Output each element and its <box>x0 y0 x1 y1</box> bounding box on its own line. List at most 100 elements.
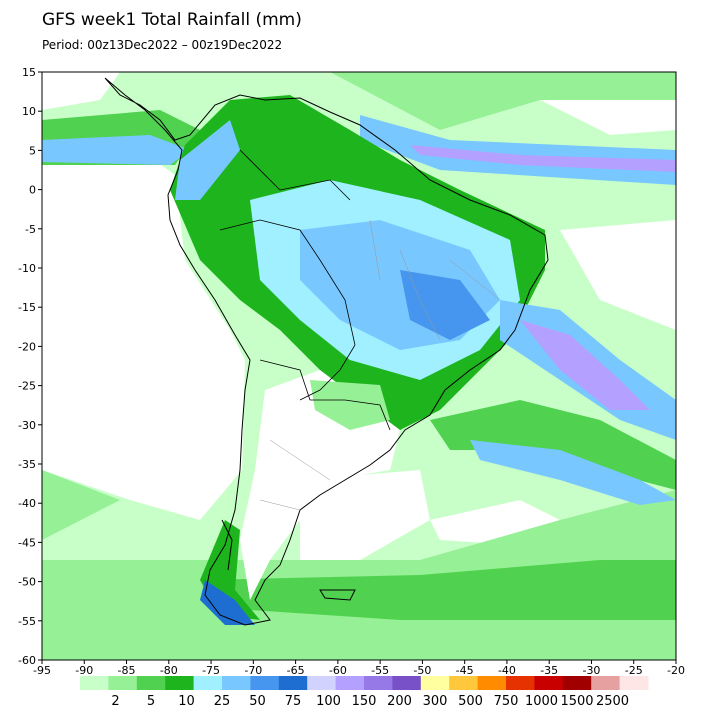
colorbar-swatch <box>591 676 621 690</box>
colorbar-swatch <box>619 676 649 690</box>
x-tick-label: -90 <box>75 664 93 677</box>
border-paraguay <box>310 399 391 431</box>
border-peru-brazil <box>219 219 356 346</box>
y-tick-label: -25 <box>18 380 36 393</box>
x-tick-label: -35 <box>540 664 558 677</box>
x-tick-label: -20 <box>667 664 685 677</box>
colorbar-swatch <box>477 676 507 690</box>
dry-north-atlantic <box>540 90 676 135</box>
colorbar-label: 1500 <box>560 694 593 709</box>
colorbar-swatch <box>278 676 308 690</box>
x-tick-label: -40 <box>498 664 516 677</box>
border-chile-bolivia <box>259 359 311 401</box>
dry-central-atlantic <box>560 220 676 330</box>
dry-pacific <box>42 150 245 520</box>
y-tick-label: 0 <box>29 184 36 197</box>
rainfall-field <box>42 72 676 660</box>
x-tick-label: -30 <box>582 664 600 677</box>
heavy-rain-core <box>400 270 490 340</box>
y-tick-label: 15 <box>22 66 36 79</box>
colorbar-label: 300 <box>423 694 448 709</box>
south-brazil-band <box>430 400 676 490</box>
x-tick-label: -45 <box>456 664 474 677</box>
y-axis: 15 10 5 0 -5 -10 -15 -20 -25 -30 -35 -40 -45 -50 -55 -6… <box>18 66 42 667</box>
paraguay-rain <box>310 380 390 430</box>
colorbar-swatch <box>108 676 138 690</box>
colombia-rain <box>175 120 240 200</box>
y-tick-label: -55 <box>18 615 36 628</box>
colorbar-swatch <box>335 676 365 690</box>
x-axis: -95 -90 -85 -80 -75 -70 -65 -60 -55 -50 -45 -40 -35 -… <box>33 660 685 677</box>
atlantic-front <box>470 440 676 505</box>
colorbar-swatch <box>392 676 422 690</box>
y-tick-label: -50 <box>18 576 36 589</box>
y-tick-label: 5 <box>29 144 36 157</box>
x-tick-label: -55 <box>371 664 389 677</box>
colorbar-swatch <box>165 676 195 690</box>
chile-inner-coast <box>221 519 233 571</box>
colorbar-label: 2500 <box>596 694 629 709</box>
colorbar-label: 10 <box>178 694 195 709</box>
colorbar-swatch <box>420 676 450 690</box>
colorbar-swatch <box>562 676 592 690</box>
x-tick-label: -70 <box>244 664 262 677</box>
colorbar: 2 5 10 25 50 75 100 150 200 300 500 750 1000 1500 2500 <box>80 676 649 709</box>
green-southern-band <box>200 560 676 620</box>
colorbar-label: 500 <box>458 694 483 709</box>
x-tick-label: -95 <box>33 664 51 677</box>
x-tick-label: -80 <box>160 664 178 677</box>
colorbar-swatch <box>250 676 280 690</box>
x-tick-label: -75 <box>202 664 220 677</box>
border-colombia <box>239 149 351 201</box>
colorbar-swatch <box>80 676 109 690</box>
x-tick-label: -25 <box>625 664 643 677</box>
colorbar-swatch <box>449 676 479 690</box>
x-tick-label: -60 <box>329 664 347 677</box>
colorbar-label: 2 <box>111 694 119 709</box>
colorbar-swatch <box>307 676 337 690</box>
y-tick-label: -40 <box>18 497 36 510</box>
colorbar-label: 150 <box>352 694 377 709</box>
colorbar-swatch <box>364 676 393 690</box>
itcz-pacific <box>42 135 190 165</box>
colorbar-label: 1000 <box>525 694 558 709</box>
x-tick-label: -85 <box>118 664 136 677</box>
y-tick-label: -10 <box>18 262 36 275</box>
dry-nw-corner <box>42 72 120 110</box>
coastlines <box>104 77 549 626</box>
map-title: GFS week1 Total Rainfall (mm) <box>42 10 302 30</box>
y-tick-label: -5 <box>25 223 36 236</box>
country-borders <box>219 149 391 431</box>
itcz-heavy <box>410 145 676 172</box>
period-label: Period: 00z13Dec2022 – 00z19Dec2022 <box>42 38 283 52</box>
y-tick-label: -45 <box>18 536 36 549</box>
colorbar-label: 5 <box>147 694 155 709</box>
colorbar-label: 25 <box>214 694 231 709</box>
border-bolivia <box>299 344 356 401</box>
colorbar-label: 750 <box>494 694 519 709</box>
y-tick-label: -35 <box>18 458 36 471</box>
colorbar-swatch <box>136 676 166 690</box>
y-tick-label: 10 <box>22 105 36 118</box>
x-tick-label: -50 <box>413 664 431 677</box>
south-america-coast <box>104 77 549 626</box>
plot-frame <box>41 71 677 661</box>
patagonia-heavy <box>200 580 255 625</box>
green-north-atlantic <box>330 72 676 130</box>
dry-south-atlantic <box>300 470 430 560</box>
green-band-sw <box>42 470 120 540</box>
y-tick-label: -30 <box>18 419 36 432</box>
colorbar-swatch <box>193 676 223 690</box>
colorbar-swatch <box>506 676 535 690</box>
colorbar-label: 200 <box>387 694 412 709</box>
x-tick-label: -65 <box>287 664 305 677</box>
y-tick-label: -20 <box>18 340 36 353</box>
colorbar-label: 50 <box>249 694 266 709</box>
sacz-heavy <box>520 320 650 410</box>
y-tick-label: -15 <box>18 301 36 314</box>
y-tick-label: -60 <box>18 654 36 667</box>
state-borders <box>259 219 501 511</box>
colorbar-label: 100 <box>316 694 341 709</box>
colorbar-swatch <box>222 676 251 690</box>
